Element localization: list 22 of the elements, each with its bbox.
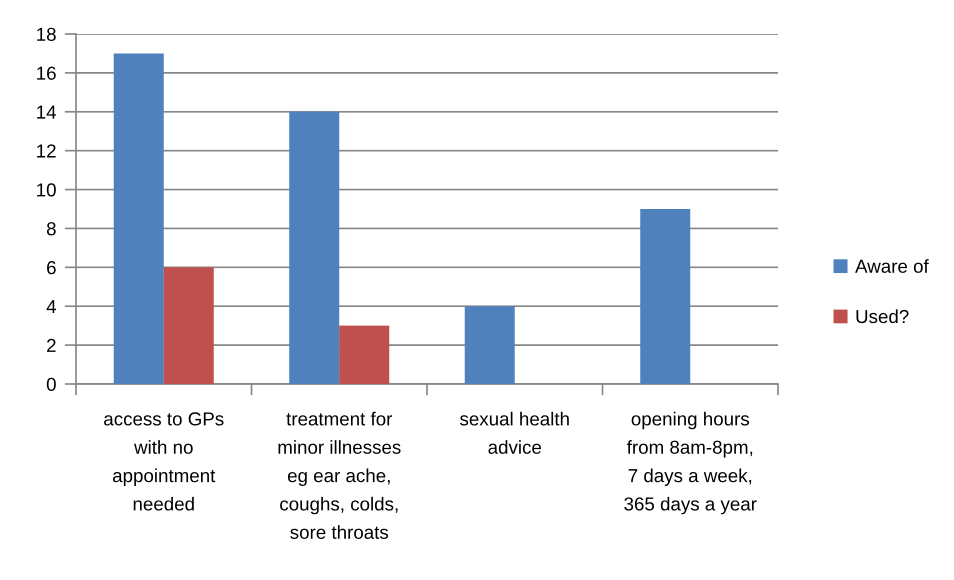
x-tick-label: access to GPs with no appointment needed [104,412,224,511]
legend-label: Used? [856,309,909,324]
y-tick-label: 18 [37,28,56,41]
bar [164,267,214,384]
y-tick-label: 10 [37,183,56,197]
bar [289,112,340,384]
legend-label: Aware of [855,259,929,273]
bar [339,326,390,384]
y-tick-label: 8 [46,222,56,236]
y-tick-label: 0 [46,378,56,391]
bar [640,209,690,384]
y-tick-label: 2 [47,338,56,352]
y-tick-label: 14 [37,106,56,119]
bar [114,53,164,384]
y-tick-label: 6 [47,261,56,274]
y-tick-label: 16 [37,66,56,80]
y-tick-label: 4 [46,300,56,314]
x-tick-label: treatment for minor illnesses eg ear ache, coughs, colds, sore throats [278,412,401,539]
x-tick-label: opening hours from 8am-8pm, 7 days a week, 365 days a year [624,412,757,514]
x-tick-label: sexual health advice [460,412,569,454]
y-tick-label: 12 [37,144,56,158]
bar [464,306,515,384]
